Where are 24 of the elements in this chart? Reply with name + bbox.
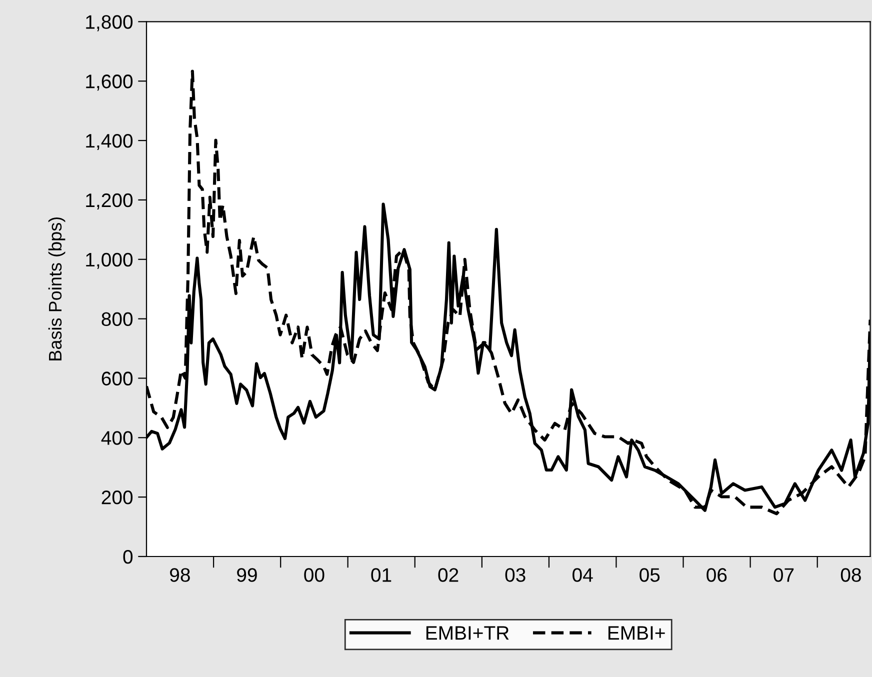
y-tick-label: 600 (102, 372, 133, 386)
x-tick-label: 06 (706, 568, 727, 582)
x-tick-label: 03 (505, 568, 526, 582)
y-tick-label: 0 (123, 550, 133, 564)
x-tick-label: 02 (438, 568, 458, 582)
y-tick-label: 1,200 (86, 193, 133, 210)
legend-label: EMBI+TR (426, 626, 509, 640)
y-tick-label: 1,800 (86, 15, 133, 32)
x-tick-label: 99 (237, 568, 257, 582)
x-tick-label: 04 (572, 568, 593, 582)
y-tick-label: 800 (102, 312, 133, 326)
y-tick-label: 1,000 (86, 252, 133, 269)
y-tick-label: 1,600 (86, 74, 133, 91)
x-tick-label: 98 (170, 568, 190, 582)
y-tick-label: 200 (102, 490, 133, 504)
x-tick-label: 08 (840, 568, 861, 582)
x-tick-label: 07 (774, 568, 794, 582)
legend-label: EMBI+ (608, 626, 665, 640)
x-tick-label: 00 (304, 568, 324, 582)
y-tick-label: 400 (101, 431, 133, 445)
y-axis-title: Basis Points (bps) (48, 217, 66, 360)
y-tick-label: 1,400 (86, 134, 133, 150)
x-tick-label: 01 (371, 568, 392, 582)
x-tick-label: 05 (640, 568, 660, 582)
